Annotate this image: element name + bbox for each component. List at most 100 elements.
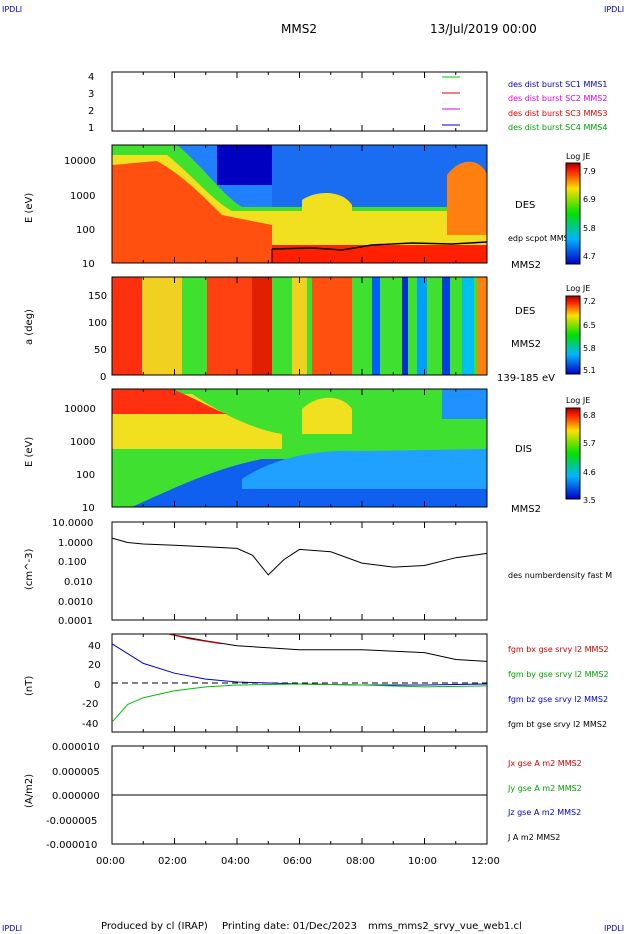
panel-burst-frame [111,71,488,132]
density-ytick: 0.100 [58,557,87,568]
pitch-stripe [372,277,380,375]
bfield-ytick: 0 [94,680,100,691]
legend-sc2: des dist burst SC2 MMS2 [508,94,607,103]
spec-red-core [112,161,272,263]
dis-energy-colorbar-tick: 5.7 [583,439,596,448]
panel-burst-ytick: 3 [88,89,94,100]
current-ylabel: (A/m2) [24,774,35,808]
density-frame [111,521,488,621]
bx-line [168,633,222,645]
des-pitch-spectrogram [112,277,487,375]
dis-energy-colorbar-title: Log JE [566,396,590,405]
des-pitch-colorbar-tick: 5.1 [583,366,596,375]
des-energy-right-label: DES [515,200,535,211]
corner-label-br: IPDLI [604,924,624,933]
dis-energy-ytick: 100 [76,470,95,481]
pitch-stripe [442,277,450,375]
des-energy-colorbar-title: Log JE [566,152,590,161]
current-ytick: -0.000005 [46,816,97,827]
current-ytick: 0.000000 [52,791,100,802]
des-energy-colorbar-tick: 4.7 [583,252,596,261]
bfield-frame [111,633,488,733]
dis-energy-colorbar-tick: 4.6 [583,468,596,477]
legend-sc1: des dist burst SC1 MMS1 [508,80,607,89]
density-ytick: 10.0000 [52,518,93,529]
des-pitch-ytick: 0 [100,372,106,383]
density-ytick: 0.0010 [58,597,93,608]
des-pitch-right-label: MMS2 [511,339,541,350]
des-energy-colorbar [565,162,581,265]
time-axis: 00:00 02:00 04:00 06:00 08:00 10:00 12:0… [96,856,500,867]
by-line [111,683,488,723]
pitch-stripe [292,277,307,375]
footer-produced-by: Produced by cl (IRAP) [101,921,208,932]
dis-cyan-mid [242,449,487,489]
pitch-stripe [252,277,272,375]
bfield-legend-by: fgm by gse srvy l2 MMS2 [508,670,609,679]
spec-dark-blue [217,145,272,185]
dis-energy-right-label: MMS2 [511,504,541,515]
legend-sc3: des dist burst SC3 MMS3 [508,109,607,118]
footer-filename: mms_mms2_srvy_vue_web1.cl [368,921,522,932]
panel-density: 10.0000 1.0000 0.100 0.010 0.0010 0.0001… [24,518,612,627]
des-pitch-right-label: DES [515,306,535,317]
current-legend-jy: Jy gse A m2 MMS2 [507,784,582,793]
time-tick-label: 00:00 [96,856,125,867]
bfield-ytick: -20 [82,699,98,710]
corner-label-tr: IPDLI [604,5,624,14]
spec-hot-blob [447,161,487,235]
des-energy-ytick: 100 [76,225,95,236]
dis-energy-ylabel: E (eV) [24,437,35,467]
panel-des-energy: 10000 1000 100 10 E (eV) DES edp scpot M… [24,144,596,271]
dis-yellow-blob [302,397,352,434]
density-legend: des numberdensity fast M [508,571,612,580]
dis-energy-spectrogram [112,389,487,507]
bt-line [168,633,488,662]
current-legend-jx: Jx gse A m2 MMS2 [507,759,582,768]
panel-burst-ytick: 1 [88,123,94,134]
dis-energy-ytick: 10 [82,503,95,514]
current-legend-j: J A m2 MMS2 [507,833,560,842]
spec-hot-blob [302,193,352,225]
time-tick-label: 10:00 [408,856,437,867]
corner-label-bl: IPDLI [2,924,22,933]
current-ytick: 0.000010 [52,742,100,753]
des-pitch-colorbar-title: Log JE [566,284,590,293]
des-pitch-right-label: 139-185 eV [497,373,555,384]
des-energy-ytick: 10000 [64,156,96,167]
des-pitch-colorbar-tick: 6.5 [583,321,596,330]
density-line [111,537,488,576]
bfield-legend-bt: fgm bt gse srvy l2 MMS2 [508,720,607,729]
des-energy-ytick: 10 [82,259,95,270]
bfield-legend-bz: fgm bz gse srvy l2 MMS2 [508,695,608,704]
legend-sc4: des dist burst SC4 MMS4 [508,123,607,132]
panel-des-pitch: 150 100 50 0 a (deg) DES MMS2 139-185 eV… [24,276,596,384]
pitch-stripe [112,277,142,375]
panel-dis-energy: 10000 1000 100 10 E (eV) DIS MMS2 Log JE… [24,388,596,515]
pitch-stripe [462,277,474,375]
current-legend-jz: Jz gse A m2 MMS2 [507,808,581,817]
pitch-stripe [417,277,427,375]
des-pitch-ylabel: a (deg) [24,309,35,345]
time-tick-label: 12:00 [471,856,500,867]
bfield-ytick: -40 [82,719,98,730]
time-tick-label: 08:00 [346,856,375,867]
dis-red-top [112,389,227,414]
density-ytick: 1.0000 [58,538,93,549]
dis-energy-colorbar-tick: 3.5 [583,496,596,505]
bfield-ytick: 40 [88,641,101,652]
dis-energy-colorbar-tick: 6.8 [583,411,596,420]
des-pitch-colorbar [565,295,581,375]
density-ytick: 0.0001 [58,616,93,627]
dis-blue-top [442,389,487,419]
des-pitch-colorbar-tick: 5.8 [583,344,596,353]
des-energy-ytick: 1000 [70,191,95,202]
bfield-ytick: 20 [88,660,101,671]
panel-burst: 4 3 2 1 des dist burst SC1 MMS1 des dist… [88,71,607,134]
des-pitch-ytick: 100 [88,318,107,329]
panel-current: 0.000010 0.000005 0.000000 -0.000005 -0.… [24,742,582,851]
des-energy-colorbar-tick: 6.9 [583,195,596,204]
corner-label-tl: IPDLI [2,5,22,14]
time-tick-label: 04:00 [221,856,250,867]
